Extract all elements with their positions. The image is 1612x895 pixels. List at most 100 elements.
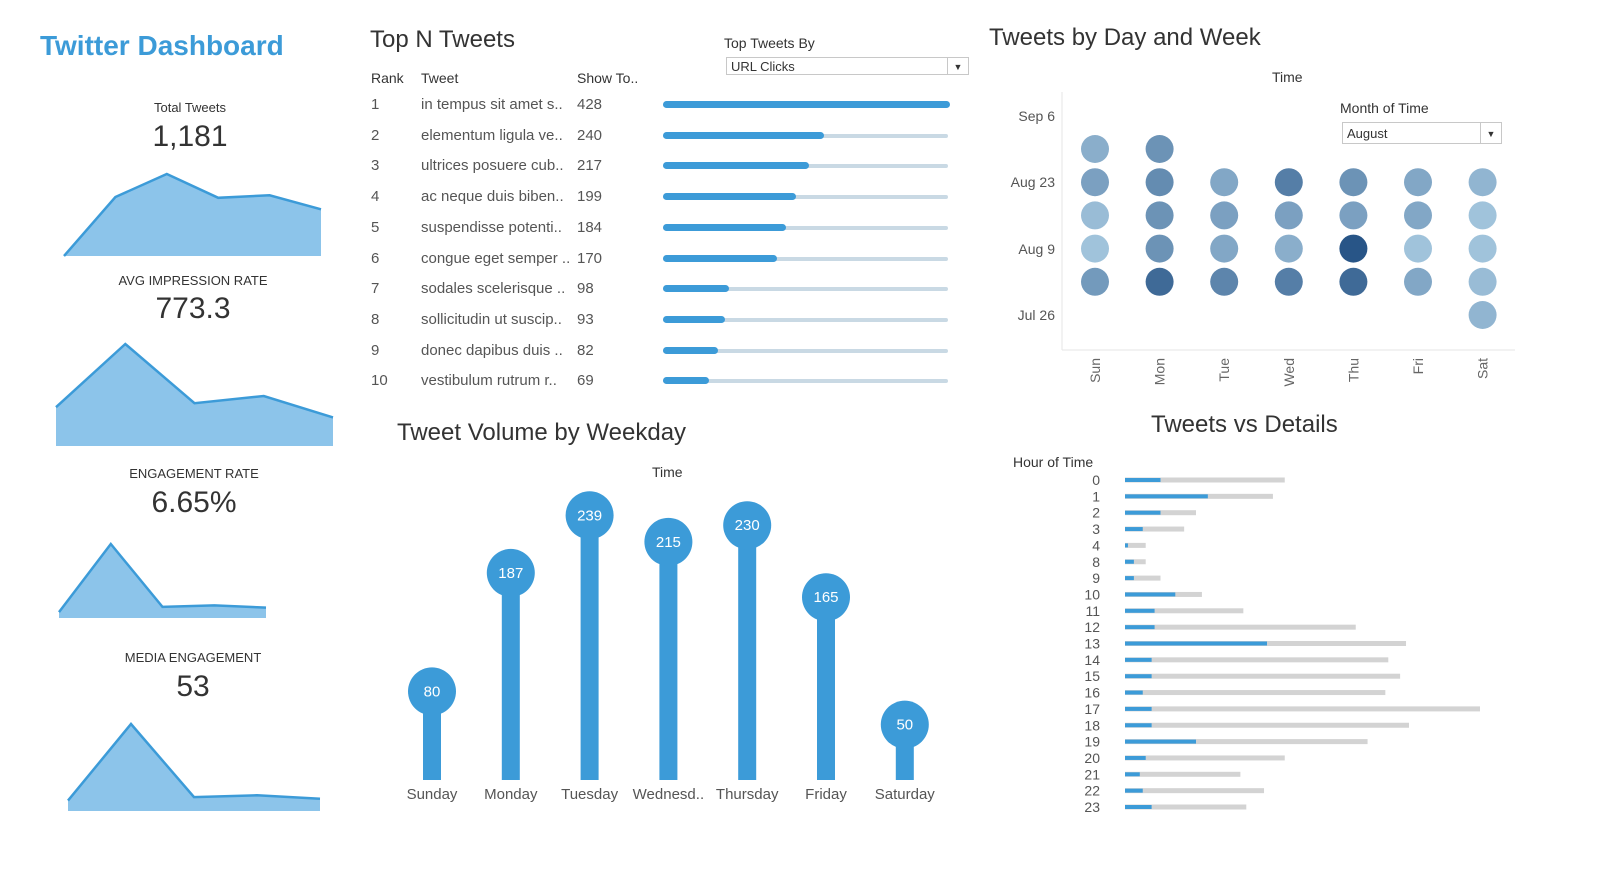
- hour-label: 12: [1084, 619, 1100, 635]
- hour-primary-bar: [1125, 559, 1134, 564]
- weekday-value-label: 230: [735, 517, 760, 534]
- weekday-value-label: 187: [498, 565, 523, 582]
- weekday-bar-head: [565, 491, 614, 540]
- tweet-text[interactable]: sollicitudin ut suscip..: [421, 310, 562, 328]
- top-tweets-filter-label: Top Tweets By: [724, 35, 815, 51]
- hour-primary-bar: [1125, 478, 1161, 482]
- tweet-value: 93: [577, 310, 594, 328]
- tweet-rank: 6: [371, 249, 380, 267]
- tweet-text[interactable]: suspendisse potenti..: [421, 218, 562, 236]
- weekday-bar: [501, 572, 520, 780]
- chevron-down-icon[interactable]: ▼: [947, 58, 968, 74]
- tweet-value: 170: [577, 249, 603, 267]
- hour-label: 15: [1084, 668, 1100, 684]
- weekday-category-label: Monday: [484, 786, 538, 803]
- tweet-text[interactable]: elementum ligula ve..: [421, 126, 563, 144]
- hour-label: 2: [1092, 505, 1100, 521]
- hour-primary-bar: [1125, 755, 1146, 760]
- tweet-value: 98: [577, 280, 594, 298]
- hour-total-bar: [1125, 739, 1368, 745]
- weekday-category-label: Sunday: [407, 786, 458, 803]
- tweet-rank: 5: [371, 218, 380, 236]
- heatmap-dot: [1145, 168, 1174, 197]
- sparkline-area: [68, 724, 320, 811]
- tweet-text[interactable]: ac neque duis biben..: [421, 188, 564, 206]
- hour-label: 9: [1092, 570, 1100, 586]
- tweet-rank: 4: [371, 188, 380, 206]
- tweet-text[interactable]: congue eget semper ..: [421, 249, 571, 267]
- tweet-bar: [663, 315, 726, 323]
- hour-primary-bar: [1125, 706, 1152, 711]
- hour-label: 22: [1084, 783, 1100, 799]
- sparkline-line: [63, 172, 322, 257]
- weekday-bar-head: [644, 517, 693, 566]
- tweet-rank: 7: [371, 280, 380, 298]
- heatmap-dot: [1468, 267, 1497, 296]
- tweet-value: 82: [577, 341, 594, 359]
- hour-label: 14: [1084, 652, 1100, 668]
- heatmap-day-label: Tue: [1216, 358, 1232, 382]
- hour-label: 0: [1092, 472, 1100, 488]
- tweet-text[interactable]: donec dapibus duis ..: [421, 341, 563, 359]
- hour-primary-bar: [1125, 576, 1134, 581]
- tweet-bar-track: [663, 379, 948, 384]
- weekday-lollipop-chart: 80 Sunday 187 Monday 239 Tuesday 215 Wednesd.. 2…: [407, 491, 935, 803]
- kpi-total-tweets-label: Total Tweets: [153, 100, 227, 115]
- hour-primary-bar: [1125, 608, 1155, 613]
- hour-primary-bar: [1125, 510, 1161, 515]
- top-tweets-filter-dropdown[interactable]: URL Clicks ▼: [726, 57, 969, 75]
- hour-label: 23: [1084, 799, 1100, 815]
- hour-primary-bar: [1125, 674, 1152, 679]
- tweet-bar: [663, 285, 729, 293]
- month-filter-value: August: [1347, 126, 1388, 141]
- hour-total-bar: [1125, 804, 1247, 810]
- hour-label: 10: [1084, 586, 1100, 602]
- heatmap-dot: [1274, 234, 1303, 263]
- kpi-media-value: 53: [176, 670, 210, 703]
- tweet-text[interactable]: sodales scelerisque ..: [421, 280, 566, 298]
- day-week-xlabel: Time: [1272, 69, 1303, 85]
- tweet-text[interactable]: ultrices posuere cub..: [421, 157, 564, 175]
- header-show: Show To..: [577, 70, 639, 86]
- weekday-xlabel: Time: [652, 464, 683, 480]
- chevron-down-icon[interactable]: ▼: [1480, 123, 1501, 143]
- tweet-bar-track: [663, 256, 948, 261]
- tweet-bar: [663, 193, 797, 201]
- heatmap-dot: [1404, 201, 1432, 230]
- tweet-bar: [663, 254, 777, 262]
- tweet-text[interactable]: in tempus sit amet s..: [421, 96, 563, 113]
- hour-label: 16: [1084, 685, 1100, 701]
- hour-label: 4: [1092, 537, 1100, 553]
- hour-label: 21: [1084, 766, 1100, 782]
- hour-label: 1: [1092, 488, 1100, 504]
- heatmap-dot: [1145, 267, 1174, 296]
- hour-total-bar: [1125, 477, 1285, 483]
- weekday-category-label: Tuesday: [561, 786, 618, 803]
- weekday-bar-head: [408, 667, 456, 716]
- tweet-bar-track: [663, 317, 948, 322]
- heatmap-dot: [1339, 267, 1368, 296]
- kpi-total-tweets-value: 1,181: [152, 120, 228, 153]
- month-filter-label: Month of Time: [1340, 100, 1429, 116]
- hour-total-bar: [1125, 771, 1241, 777]
- heatmap-dot: [1081, 234, 1109, 263]
- hour-label: 11: [1085, 603, 1100, 619]
- day-week-title: Tweets by Day and Week: [989, 24, 1261, 51]
- weekday-bar-head: [880, 700, 929, 749]
- hour-label: 19: [1084, 734, 1100, 750]
- sparkline-area: [64, 174, 321, 256]
- heatmap-dot: [1145, 234, 1174, 263]
- heatmap-dot: [1210, 168, 1239, 197]
- weekday-bar-head: [486, 548, 535, 597]
- tweet-bar: [663, 162, 809, 170]
- weekday-bar: [738, 525, 757, 780]
- hour-label: 17: [1084, 701, 1100, 717]
- month-filter-dropdown[interactable]: August ▼: [1342, 122, 1502, 144]
- tweet-value: 199: [577, 188, 603, 206]
- hour-primary-bar: [1125, 641, 1267, 646]
- tweet-text[interactable]: vestibulum rutrum r..: [421, 372, 557, 390]
- heatmap-day-label: Sun: [1087, 358, 1103, 383]
- hour-total-bar: [1125, 788, 1265, 794]
- hour-total-bar: [1125, 755, 1285, 761]
